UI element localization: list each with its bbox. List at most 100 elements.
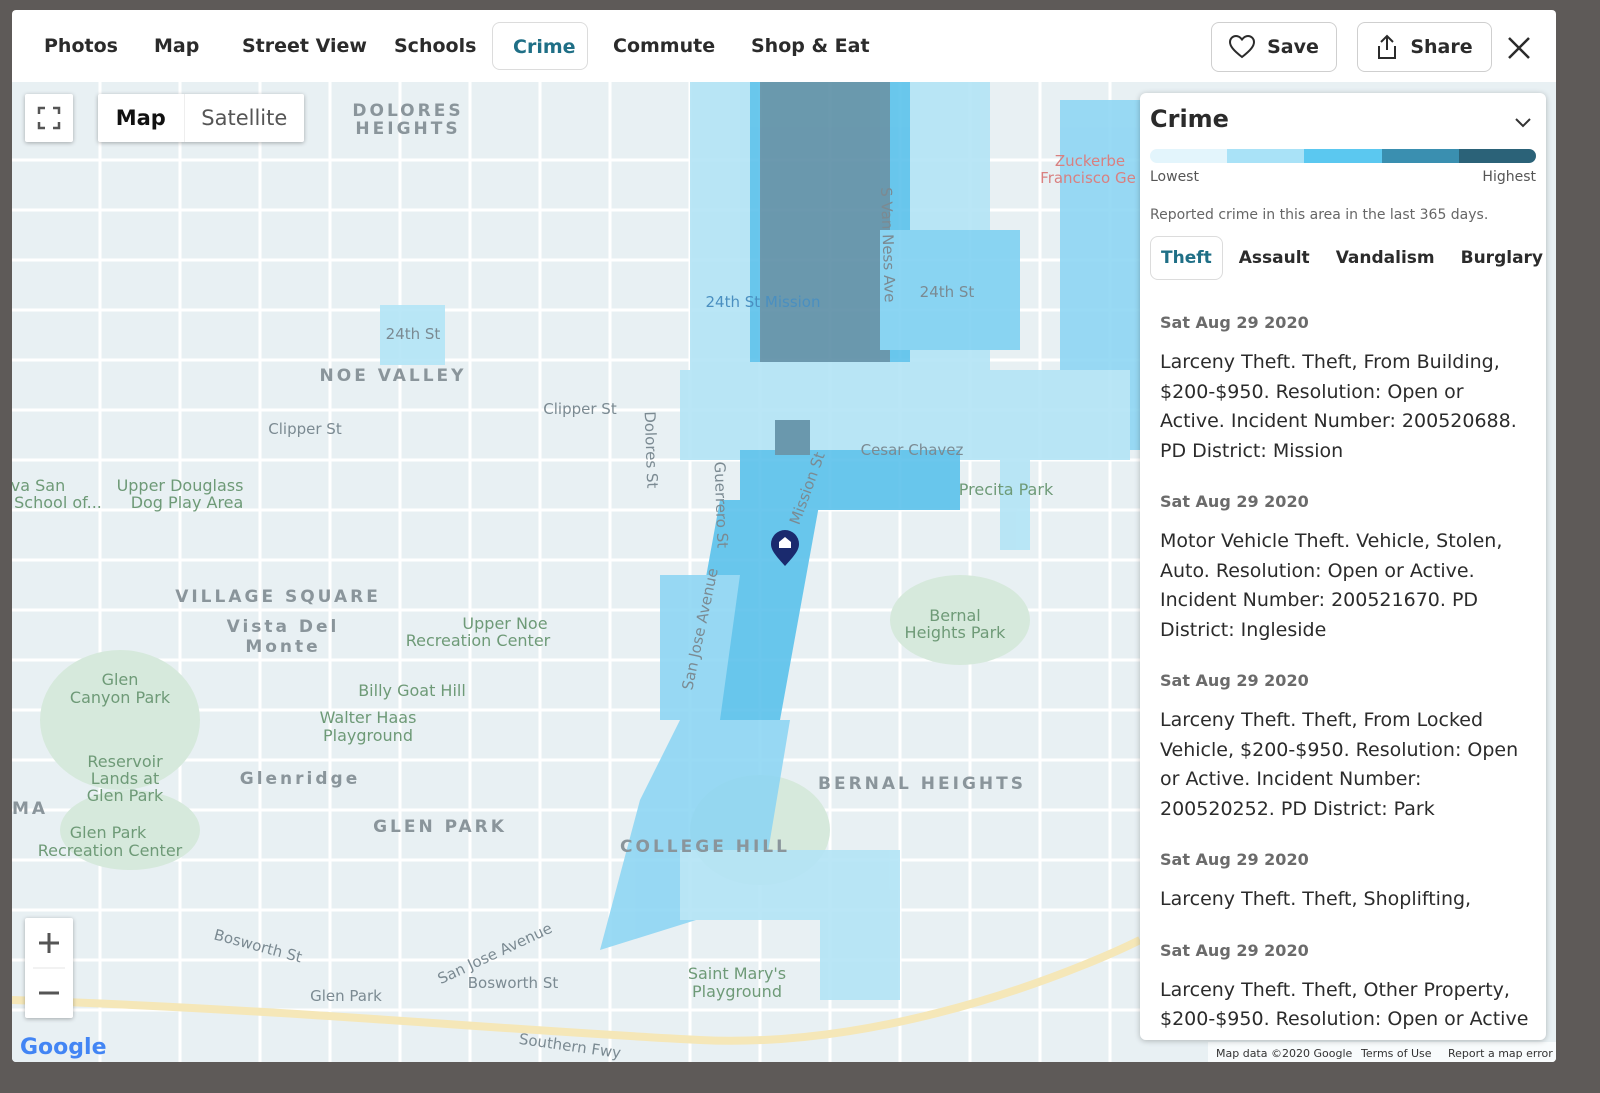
map-label: Bosworth St [468, 974, 559, 992]
incident-text: Larceny Theft. Theft, From Building, $20… [1160, 351, 1517, 462]
map-label: Monte [245, 637, 320, 657]
report-link[interactable]: Report a map error [1448, 1047, 1553, 1060]
map-label: Dog Play Area [131, 493, 244, 512]
freeway [12, 936, 1142, 1045]
terms-link[interactable]: Terms of Use [1360, 1047, 1432, 1060]
legend-high: Highest [1482, 169, 1536, 185]
map-label: Lands at [91, 769, 160, 788]
map-label: Reservoir [87, 752, 163, 771]
panel-description: Reported crime in this area in the last … [1150, 207, 1489, 223]
incident-date: Sat Aug 29 2020 [1160, 850, 1309, 869]
map-label: COLLEGE HILL [620, 837, 790, 857]
map-label: HEIGHTS [355, 119, 460, 139]
incident-text: Larceny Theft. Theft, Shoplifting, [1160, 888, 1472, 910]
crime-panel: Crime Lowest Highest Reported crime in t… [1140, 93, 1546, 1040]
map-label: 24th St Mission [705, 293, 820, 311]
incident-date: Sat Aug 29 2020 [1160, 313, 1309, 332]
map-label: Playground [692, 982, 782, 1001]
tab-active[interactable]: Crime [492, 22, 588, 70]
home-marker [771, 530, 799, 566]
incident-date: Sat Aug 29 2020 [1160, 492, 1309, 511]
map-label: S Van Ness Ave [877, 187, 899, 303]
map-type-map[interactable]: Map [115, 106, 166, 130]
fullscreen-button[interactable] [25, 94, 73, 142]
crime-heatmap [380, 82, 1140, 1000]
filter[interactable]: Assault [1238, 248, 1310, 268]
map-label: VILLAGE SQUARE [175, 587, 381, 607]
incident-date: Sat Aug 29 2020 [1160, 940, 1309, 960]
map-label: 24th St [386, 325, 441, 343]
tab[interactable]: Commute [613, 35, 716, 57]
map-label: Recreation Center [406, 631, 551, 650]
map-label: Guerrero St [710, 461, 731, 548]
filter-active[interactable]: Theft [1150, 236, 1223, 280]
legend-low: Lowest [1150, 169, 1199, 185]
zoom-icons[interactable] [25, 918, 73, 1018]
filter[interactable]: Burglary [1460, 248, 1544, 268]
incident-list: Sat Aug 29 2020 Larceny Theft. Theft, Fr… [1160, 313, 1530, 1040]
footer-bg [1208, 1042, 1556, 1062]
legend-bar [1150, 149, 1536, 163]
tab[interactable]: Schools [394, 35, 477, 57]
share-button[interactable]: Share [1357, 22, 1492, 72]
streets [12, 82, 1140, 1062]
top-nav: Photos Map Street View Schools Crime Com… [12, 10, 1556, 82]
incident-text: Larceny Theft. Theft, Other Property, $2… [1160, 978, 1529, 1031]
incident-text: Motor Vehicle Theft. Vehicle, Stolen, Au… [1160, 530, 1503, 641]
map-label: School of... [14, 493, 102, 512]
map-label: 24th St [920, 283, 975, 301]
map-type-satellite[interactable]: Satellite [183, 94, 304, 142]
panel-title: Crime [1150, 105, 1229, 133]
map-label: Saint Mary's [688, 964, 786, 983]
map-label: NOE VALLEY [320, 366, 467, 386]
map-label: Dolores St [641, 411, 662, 489]
map-attribution: Map data ©2020 Google [1216, 1047, 1352, 1060]
map-label: Canyon Park [70, 688, 171, 707]
map-label: Zuckerbe [1055, 152, 1125, 170]
map-label: DOLORES [352, 101, 463, 121]
map-label: Billy Goat Hill [358, 681, 466, 700]
save-button[interactable]: Save [1211, 22, 1337, 72]
map-label: Glen Park [87, 786, 164, 805]
map-type-control: Map Satellite [98, 94, 304, 142]
map-label: MA [12, 799, 48, 819]
map-label: Upper Douglass [117, 476, 244, 495]
map-label: Precita Park [959, 480, 1054, 499]
map-label: Clipper St [268, 420, 342, 438]
map-label: Francisco Ge [1040, 169, 1136, 187]
zoom-control [25, 918, 73, 1018]
google-logo: Google [20, 1035, 107, 1060]
close-button[interactable] [1506, 35, 1532, 61]
map-label: Heights Park [905, 623, 1007, 642]
map-label: BERNAL HEIGHTS [818, 774, 1026, 794]
tab[interactable]: Street View [242, 35, 367, 57]
crime-filters: Theft Assault Vandalism Burglary [1150, 236, 1546, 280]
map-label: GLEN PARK [373, 817, 507, 837]
map-label: Cesar Chavez [861, 441, 964, 459]
fullscreen-icon [37, 106, 61, 130]
map-label: va San [12, 476, 65, 495]
incident-date: Sat Aug 29 2020 [1160, 671, 1309, 690]
tab[interactable]: Photos [44, 35, 118, 57]
heart-icon [1229, 35, 1256, 59]
incident-text: Larceny Theft. Theft, From Locked Vehicl… [1160, 709, 1519, 820]
modal: Photos Map Street View Schools Crime Com… [12, 10, 1556, 1062]
map-labels: DOLORES HEIGHTS NOE VALLEY VILLAGE SQUAR… [12, 101, 1136, 1062]
tab[interactable]: Map [154, 35, 200, 57]
map-label: Glenridge [240, 769, 361, 789]
map-label: Playground [323, 726, 413, 745]
share-icon [1378, 34, 1397, 59]
map-label: Glen Park [70, 823, 147, 842]
map-label: Glen [102, 670, 139, 689]
tab[interactable]: Shop & Eat [751, 35, 870, 57]
map-label: Bernal [929, 606, 981, 625]
filter[interactable]: Vandalism [1335, 248, 1435, 268]
map-label: Glen Park [310, 987, 382, 1005]
map-label: Clipper St [543, 400, 617, 418]
map-label: Walter Haas [320, 708, 417, 727]
share-label: Share [1410, 36, 1473, 58]
map-label: Upper Noe [462, 614, 547, 633]
map-label: Recreation Center [38, 841, 183, 860]
collapse-button[interactable] [1514, 117, 1532, 129]
